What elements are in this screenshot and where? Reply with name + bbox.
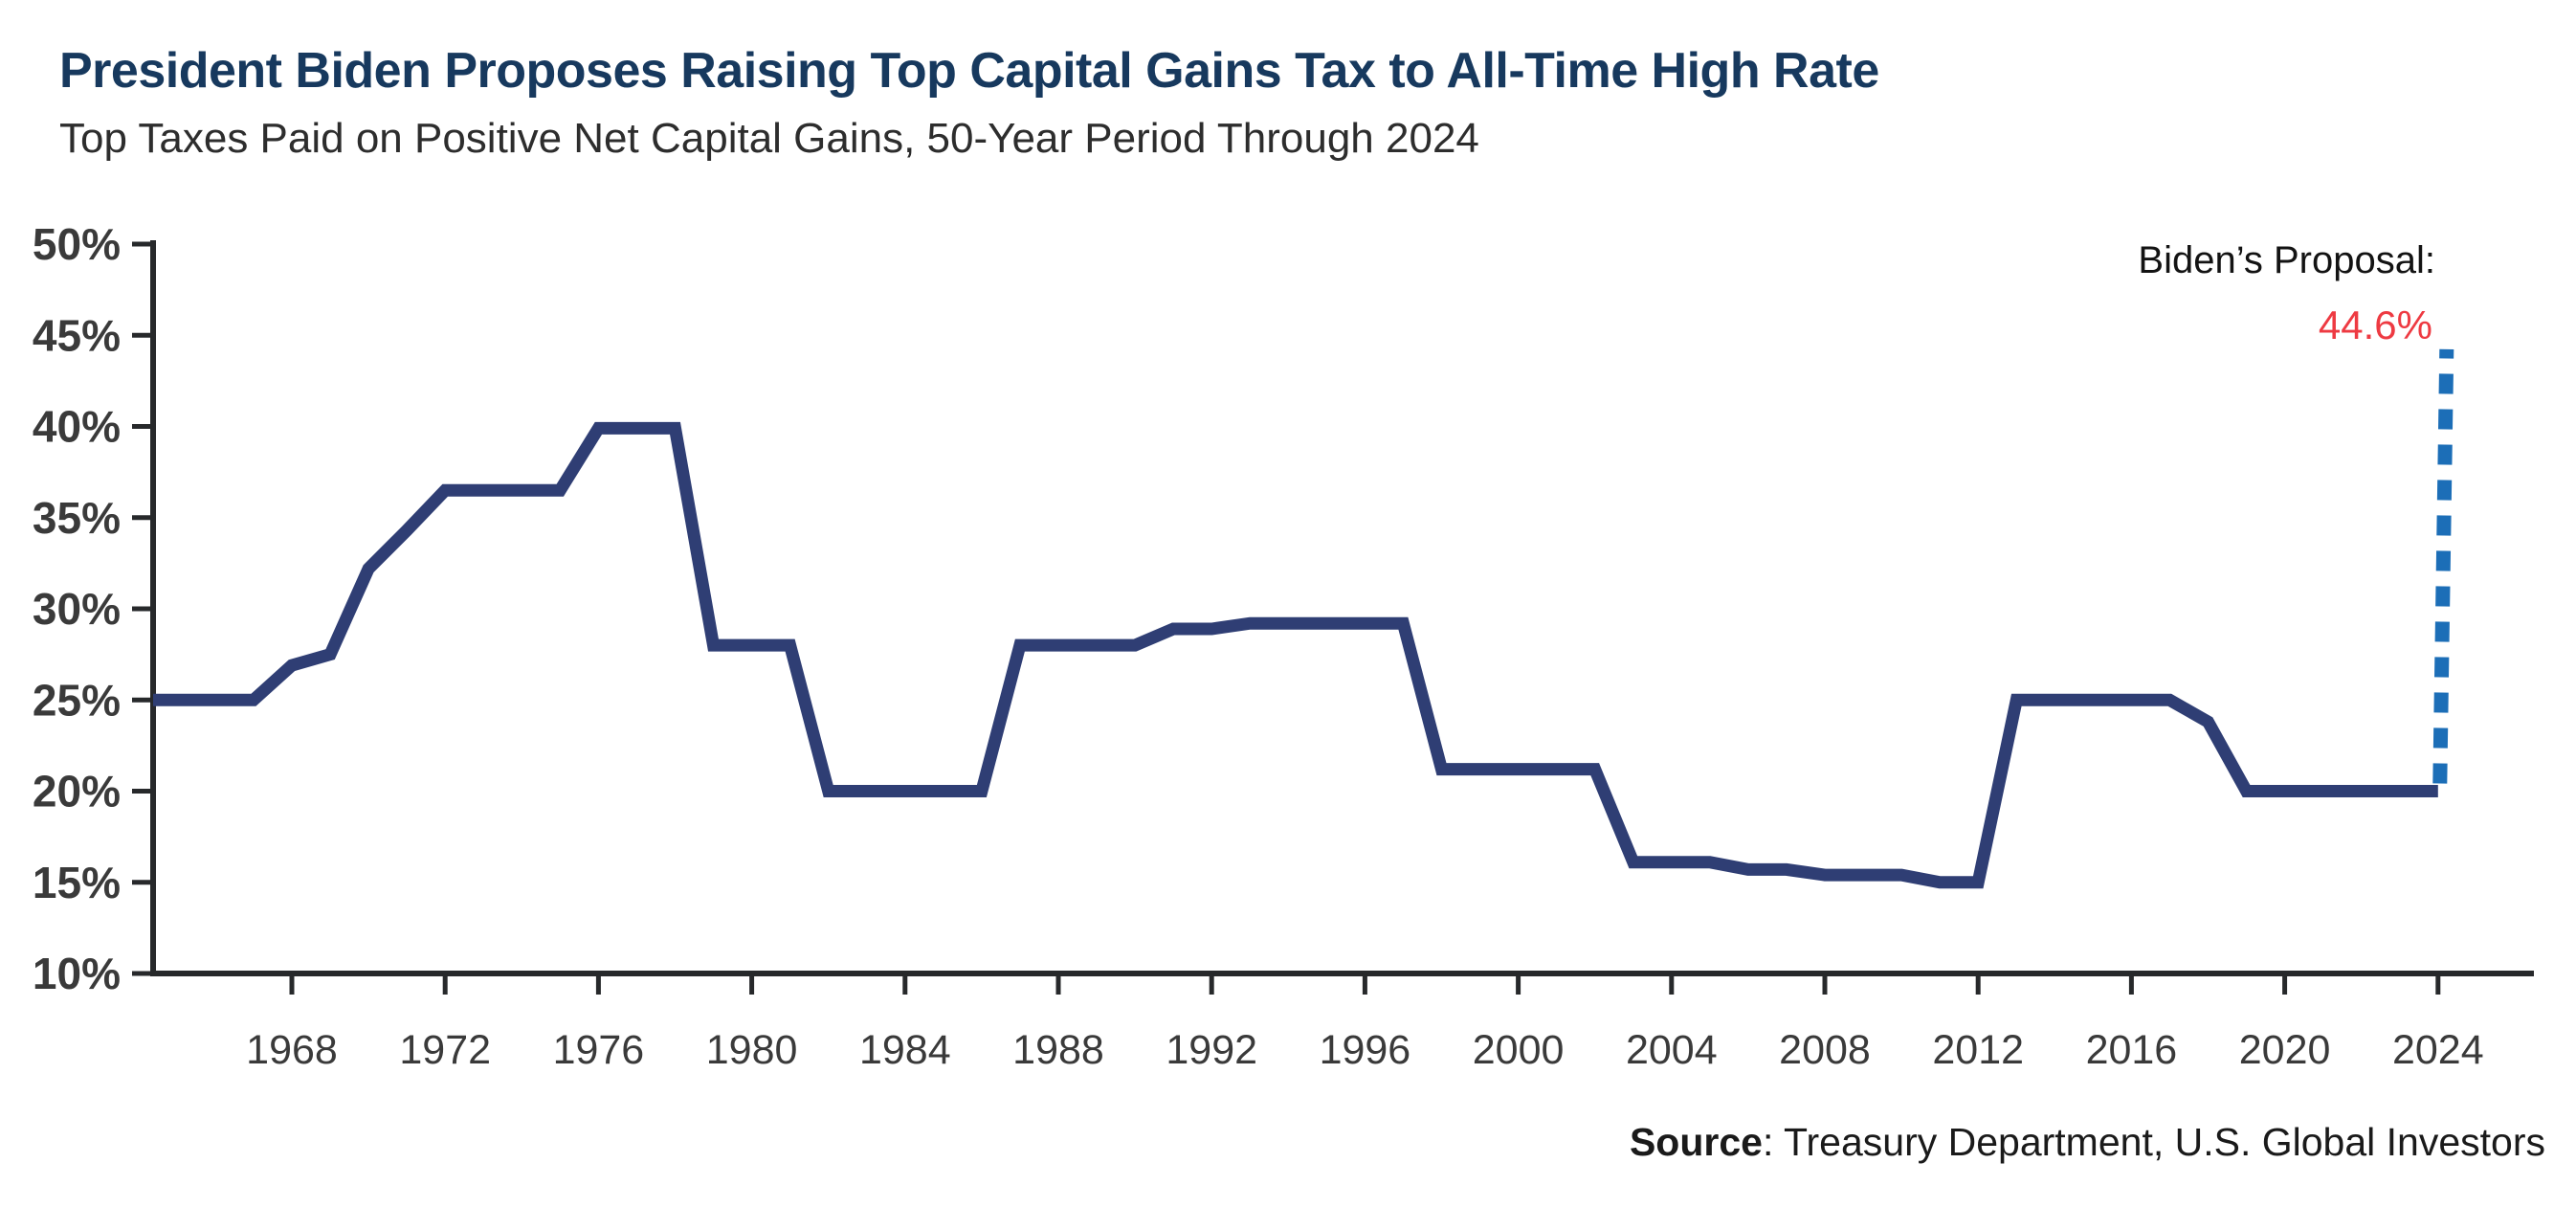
x-tick-label: 2000	[1473, 1027, 1565, 1073]
x-tick-label: 1980	[706, 1027, 798, 1073]
x-tick-label: 1984	[859, 1027, 951, 1073]
y-tick-label: 50%	[33, 219, 121, 269]
y-tick-label: 25%	[33, 675, 121, 725]
x-tick-label: 1976	[553, 1027, 645, 1073]
y-tick-label: 15%	[33, 858, 121, 907]
chart-title: President Biden Proposes Raising Top Cap…	[59, 43, 1879, 99]
source-text: : Treasury Department, U.S. Global Inves…	[1762, 1120, 2545, 1164]
x-tick-label: 2016	[2086, 1027, 2178, 1073]
x-tick-label: 1972	[399, 1027, 491, 1073]
chart-subtitle: Top Taxes Paid on Positive Net Capital G…	[59, 115, 1479, 162]
x-tick-label: 1992	[1166, 1027, 1257, 1073]
y-tick-label: 20%	[33, 767, 121, 817]
y-tick-label: 45%	[33, 310, 121, 360]
x-tick-label: 2004	[1626, 1027, 1718, 1073]
y-tick-label: 40%	[33, 402, 121, 452]
x-tick-label: 2012	[1932, 1027, 2024, 1073]
x-tick-label: 1988	[1012, 1027, 1104, 1073]
x-tick-label: 2024	[2392, 1027, 2484, 1073]
x-tick-label: 2020	[2239, 1027, 2331, 1073]
y-tick-label: 35%	[33, 493, 121, 543]
tax-rate-line	[153, 421, 2438, 889]
y-tick-label: 10%	[33, 949, 121, 998]
source-note: Source: Treasury Department, U.S. Global…	[1630, 1120, 2545, 1165]
x-tick-label: 1968	[246, 1027, 338, 1073]
x-tick-label: 2008	[1779, 1027, 1871, 1073]
source-prefix: Source	[1629, 1120, 1763, 1164]
proposal-dashed-line	[2432, 348, 2454, 784]
proposal-annotation-label: Biden’s Proposal:	[2138, 239, 2435, 281]
x-tick-label: 1996	[1320, 1027, 1411, 1073]
proposal-annotation-value: 44.6%	[2318, 302, 2432, 347]
y-tick-label: 30%	[33, 584, 121, 634]
